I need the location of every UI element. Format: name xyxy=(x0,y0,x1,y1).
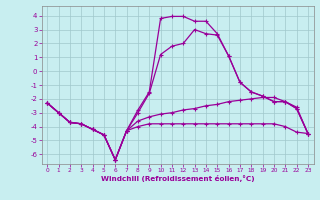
X-axis label: Windchill (Refroidissement éolien,°C): Windchill (Refroidissement éolien,°C) xyxy=(101,175,254,182)
